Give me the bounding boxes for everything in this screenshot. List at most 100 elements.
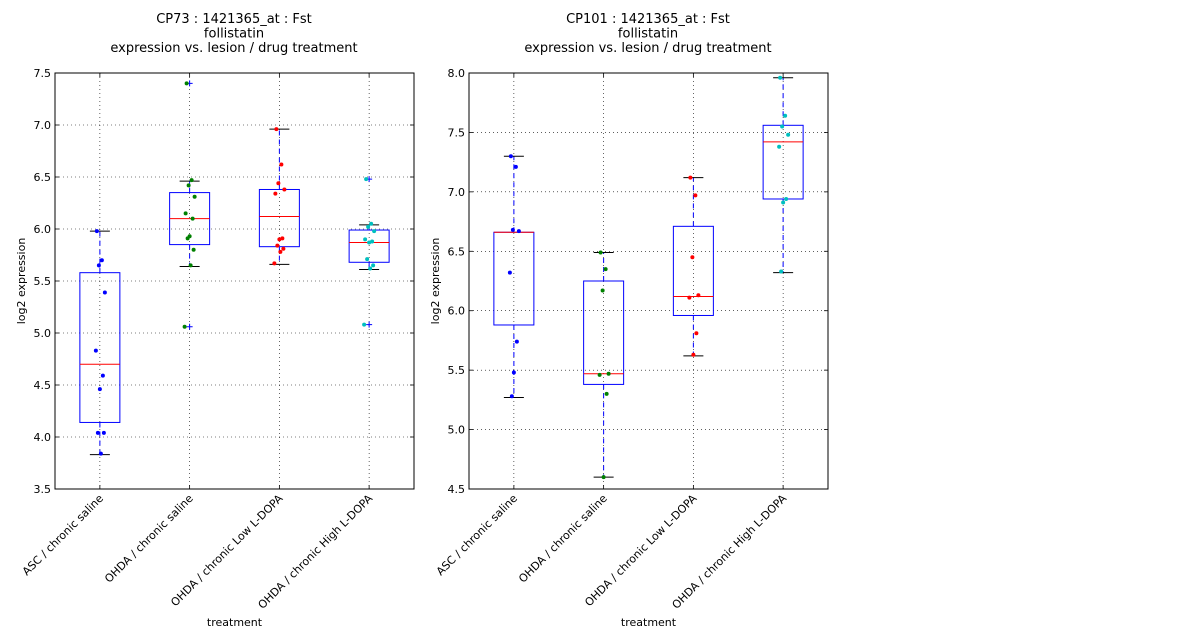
data-point — [99, 258, 104, 263]
data-point — [781, 200, 786, 205]
data-point — [780, 124, 785, 129]
data-point — [510, 227, 515, 232]
data-point — [273, 191, 278, 196]
data-point — [275, 243, 280, 248]
plot-frame — [468, 72, 829, 490]
y-tick-label: 7.5 — [448, 126, 466, 139]
data-point — [694, 331, 699, 336]
data-point — [100, 373, 105, 378]
data-point — [363, 237, 368, 242]
y-axis-label: log2 expression — [15, 238, 28, 325]
data-point — [604, 391, 609, 396]
y-tick-label: 7.0 — [34, 119, 52, 132]
data-point — [514, 339, 519, 344]
data-point — [190, 216, 195, 221]
x-tick-label: OHDA / chronic saline — [102, 492, 196, 586]
data-point — [274, 127, 279, 132]
data-point — [371, 263, 376, 268]
data-point — [282, 187, 287, 192]
data-point — [281, 246, 286, 251]
box-group — [583, 251, 625, 478]
data-point — [508, 154, 513, 159]
x-axis-label: treatment — [207, 616, 263, 629]
data-point — [280, 236, 285, 241]
outlier-marker — [366, 321, 373, 328]
data-point — [182, 324, 187, 329]
data-point — [95, 430, 100, 435]
box-group — [79, 230, 121, 456]
data-point — [365, 257, 370, 262]
y-tick-label: 4.5 — [448, 483, 466, 496]
data-point — [687, 295, 692, 300]
data-point — [279, 162, 284, 167]
y-tick-label: 8.0 — [448, 67, 466, 80]
data-point — [364, 177, 369, 182]
x-tick-label: OHDA / chronic saline — [516, 492, 610, 586]
data-point — [513, 164, 518, 169]
data-point — [507, 270, 512, 275]
x-tick-label: ASC / chronic saline — [20, 492, 106, 578]
chart-title-line: CP73 : 1421365_at : Fst — [156, 12, 312, 27]
chart-panel-cp73: CP73 : 1421365_at : Fstfollistatinexpres… — [15, 12, 415, 629]
box-group — [348, 176, 390, 328]
data-point — [94, 229, 99, 234]
chart-panel-cp101: CP101 : 1421365_at : Fstfollistatinexpre… — [429, 12, 829, 629]
data-point — [93, 348, 98, 353]
box-group — [493, 155, 535, 398]
data-point — [688, 175, 693, 180]
y-tick-label: 6.0 — [448, 305, 466, 318]
y-tick-label: 3.5 — [34, 483, 52, 496]
box-iqr — [258, 188, 300, 248]
data-point — [603, 267, 608, 272]
y-tick-label: 5.0 — [34, 327, 52, 340]
y-tick-label: 7.0 — [448, 186, 466, 199]
box-iqr — [493, 231, 535, 326]
y-tick-label: 4.0 — [34, 431, 52, 444]
data-point — [101, 430, 106, 435]
chart-title-line: CP101 : 1421365_at : Fst — [566, 12, 730, 27]
y-tick-label: 6.5 — [448, 245, 466, 258]
box-iqr — [762, 124, 804, 200]
data-point — [601, 475, 606, 480]
box-iqr — [583, 280, 625, 385]
data-point — [598, 250, 603, 255]
chart-title-line: expression vs. lesion / drug treatment — [524, 41, 771, 56]
y-tick-label: 6.0 — [34, 223, 52, 236]
plot-frame — [54, 72, 415, 490]
y-tick-label: 5.0 — [448, 424, 466, 437]
outlier-marker — [186, 323, 193, 330]
y-axis-label: log2 expression — [429, 238, 442, 325]
y-tick-label: 5.5 — [34, 275, 52, 288]
data-point — [184, 81, 189, 86]
data-point — [370, 239, 375, 244]
data-point — [783, 113, 788, 118]
data-point — [98, 451, 103, 456]
data-point — [779, 269, 784, 274]
box-iqr — [348, 229, 390, 263]
data-point — [192, 194, 197, 199]
data-point — [188, 263, 193, 268]
data-point — [777, 144, 782, 149]
data-point — [372, 229, 377, 234]
chart-title-line: expression vs. lesion / drug treatment — [110, 41, 357, 56]
data-point — [600, 288, 605, 293]
data-point — [183, 211, 188, 216]
chart-title-line: follistatin — [618, 27, 678, 42]
data-point — [362, 322, 367, 327]
data-point — [277, 237, 282, 242]
y-tick-label: 5.5 — [448, 364, 466, 377]
data-point — [786, 132, 791, 137]
box-group — [672, 177, 714, 357]
data-point — [778, 75, 783, 80]
y-tick-label: 4.5 — [34, 379, 52, 392]
data-point — [693, 193, 698, 198]
data-point — [597, 372, 602, 377]
chart-title-line: follistatin — [204, 27, 264, 42]
data-point — [509, 394, 514, 399]
data-point — [186, 183, 191, 188]
y-tick-label: 7.5 — [34, 67, 52, 80]
data-point — [369, 221, 374, 226]
data-point — [276, 181, 281, 186]
box-group — [258, 128, 300, 265]
